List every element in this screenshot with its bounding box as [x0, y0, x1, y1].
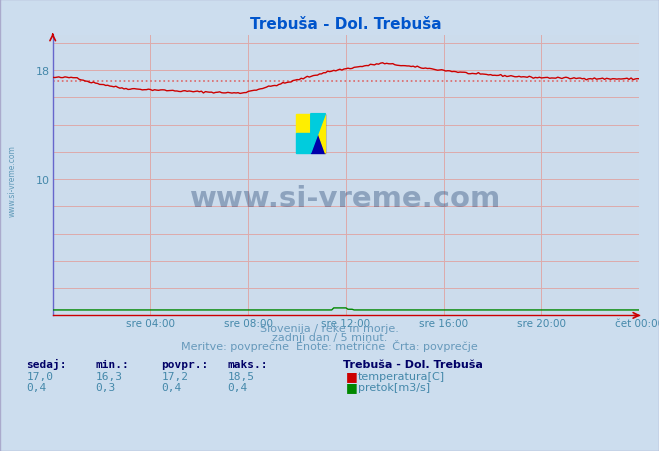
Text: ■: ■ — [346, 369, 358, 382]
Text: povpr.:: povpr.: — [161, 359, 209, 369]
Text: maks.:: maks.: — [227, 359, 268, 369]
Text: 16,3: 16,3 — [96, 371, 123, 381]
Text: 18,5: 18,5 — [227, 371, 254, 381]
Text: Slovenija / reke in morje.: Slovenija / reke in morje. — [260, 323, 399, 333]
Polygon shape — [311, 115, 326, 153]
Bar — [311, 115, 326, 153]
Text: ■: ■ — [346, 380, 358, 393]
Text: www.si-vreme.com: www.si-vreme.com — [190, 184, 501, 212]
Polygon shape — [311, 115, 326, 153]
Title: Trebuša - Dol. Trebuša: Trebuša - Dol. Trebuša — [250, 17, 442, 32]
Text: 0,4: 0,4 — [26, 382, 47, 392]
Text: 0,4: 0,4 — [227, 382, 248, 392]
Bar — [296, 115, 311, 134]
Text: min.:: min.: — [96, 359, 129, 369]
Text: 0,3: 0,3 — [96, 382, 116, 392]
Text: 17,2: 17,2 — [161, 371, 188, 381]
Text: Meritve: povprečne  Enote: metrične  Črta: povprečje: Meritve: povprečne Enote: metrične Črta:… — [181, 340, 478, 351]
Bar — [296, 134, 311, 153]
Text: zadnji dan / 5 minut.: zadnji dan / 5 minut. — [272, 332, 387, 342]
Text: temperatura[C]: temperatura[C] — [358, 371, 445, 381]
Text: 17,0: 17,0 — [26, 371, 53, 381]
Text: sedaj:: sedaj: — [26, 359, 67, 369]
Text: 0,4: 0,4 — [161, 382, 182, 392]
Text: pretok[m3/s]: pretok[m3/s] — [358, 382, 430, 392]
Text: www.si-vreme.com: www.si-vreme.com — [7, 144, 16, 216]
Text: Trebuša - Dol. Trebuša: Trebuša - Dol. Trebuša — [343, 359, 482, 369]
